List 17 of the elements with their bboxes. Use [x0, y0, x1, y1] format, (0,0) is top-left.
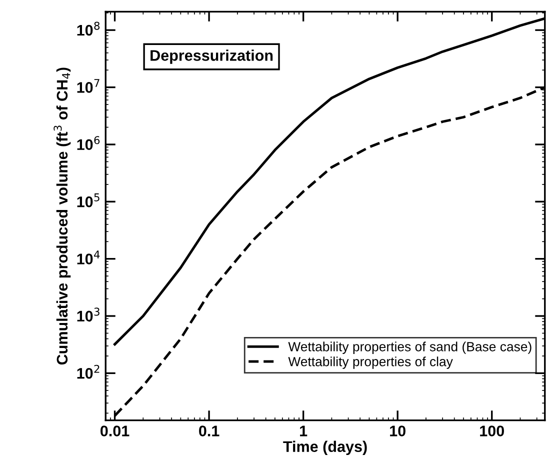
- y-tick-label: 10$^{8}$: [77, 22, 100, 36]
- x-tick-label: 1: [300, 426, 308, 436]
- y-axis-title: Cumulative produced volume (ft$^{3}$ of CH$_{4}$): [54, 68, 71, 365]
- y-tick-label: 10$^{2}$: [77, 364, 100, 379]
- y-tick-label: 10$^{3}$: [77, 308, 100, 322]
- x-tick-label: 100: [480, 426, 504, 436]
- y-tick-label: 10$^{5}$: [77, 193, 100, 208]
- legend-label: Wettability properties of sand (Base case): [288, 342, 532, 354]
- x-tick-label: 0.01: [100, 426, 130, 436]
- x-tick-label: 10: [390, 426, 406, 436]
- y-tick-label: 10$^{7}$: [77, 79, 100, 93]
- legend-label: Wettability properties of clay: [288, 356, 453, 369]
- x-tick-label: 0.1: [199, 426, 220, 436]
- y-tick-label: 10$^{4}$: [77, 250, 100, 264]
- y-tick-label: 10$^{6}$: [77, 136, 100, 150]
- annotation: Depressurization: [150, 50, 273, 64]
- x-axis-title: Time (days): [283, 440, 367, 456]
